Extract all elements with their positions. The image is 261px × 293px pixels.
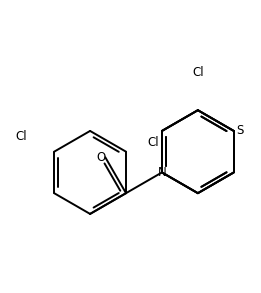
Text: S: S: [236, 125, 243, 137]
Text: Cl: Cl: [192, 66, 204, 79]
Text: Cl: Cl: [147, 136, 159, 149]
Text: O: O: [96, 151, 105, 164]
Text: Cl: Cl: [16, 130, 27, 143]
Text: N: N: [158, 166, 166, 179]
